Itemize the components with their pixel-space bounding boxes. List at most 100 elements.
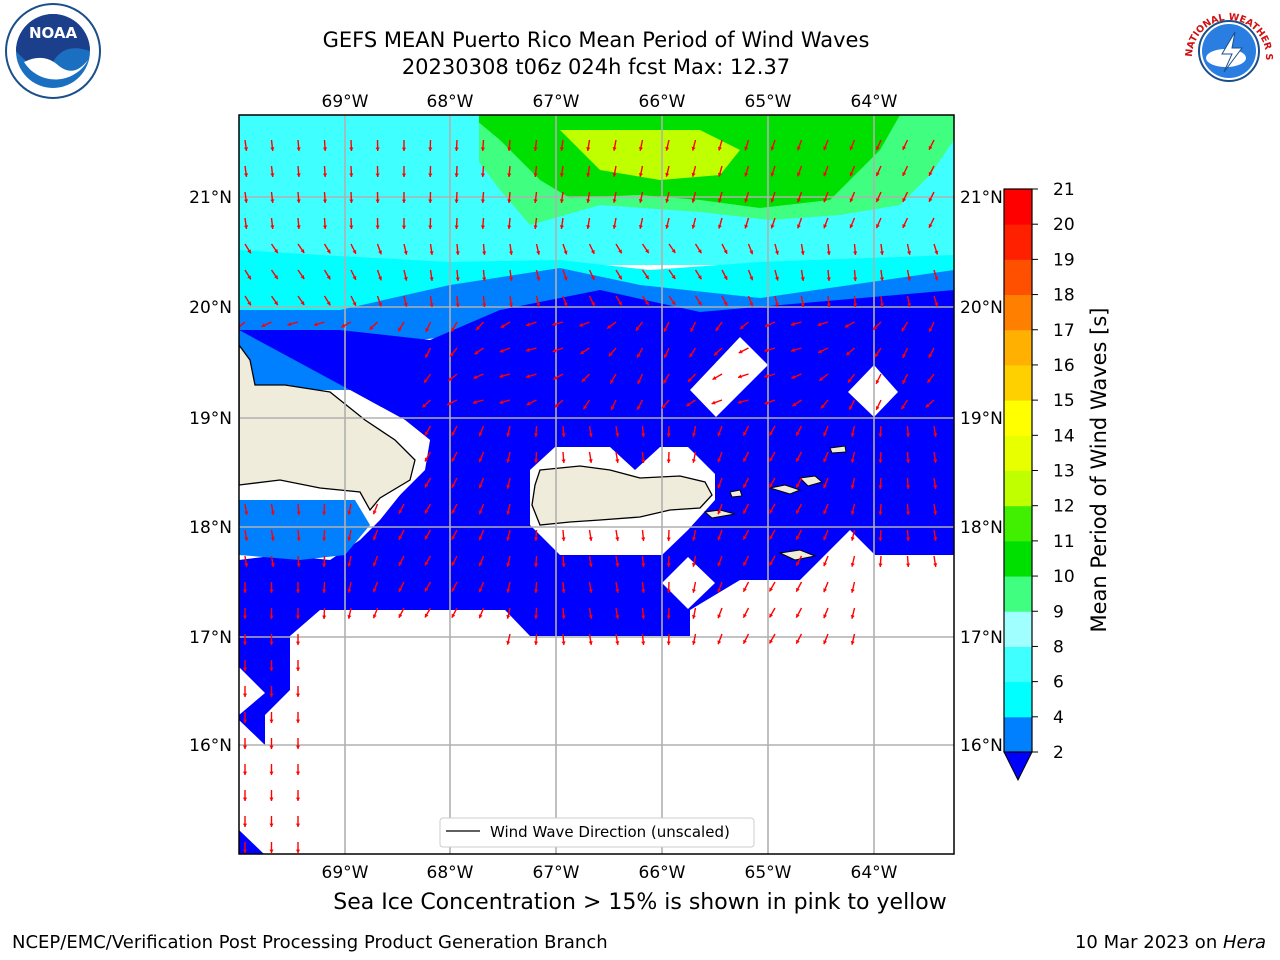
wave-direction-arrowhead bbox=[774, 276, 779, 281]
wave-direction-arrowhead bbox=[428, 225, 433, 229]
wave-direction-arrowhead bbox=[349, 147, 354, 151]
colorbar-tick-label: 21 bbox=[1053, 180, 1075, 200]
wave-direction-arrowhead bbox=[247, 249, 251, 254]
wave-direction-arrowhead bbox=[375, 173, 380, 177]
wave-direction-arrowhead bbox=[641, 459, 646, 463]
wave-direction-arrowhead bbox=[451, 457, 456, 462]
wave-direction-arrowhead bbox=[823, 172, 828, 177]
wave-direction-arrowhead bbox=[774, 250, 779, 255]
wave-direction-arrowhead bbox=[451, 587, 456, 592]
wave-direction-arrowhead bbox=[928, 145, 933, 150]
wave-direction-arrowhead bbox=[902, 171, 907, 176]
wave-direction-arrowhead bbox=[533, 459, 539, 463]
wave-direction-arrowhead bbox=[844, 323, 849, 328]
wave-direction-arrowhead bbox=[717, 510, 722, 515]
wave-direction-arrowhead bbox=[552, 321, 557, 326]
wave-direction-arrowhead bbox=[561, 641, 566, 645]
wave-direction-arrowhead bbox=[717, 172, 722, 177]
wave-direction-arrowhead bbox=[507, 147, 512, 151]
wave-direction-arrowhead bbox=[796, 198, 801, 203]
wave-direction-arrowhead bbox=[615, 459, 620, 463]
wave-direction-arrowhead bbox=[474, 350, 479, 355]
wave-direction-arrowhead bbox=[663, 327, 668, 332]
wave-direction-arrowhead bbox=[478, 614, 483, 619]
wave-direction-arrowhead bbox=[823, 562, 828, 567]
wave-direction-arrowhead bbox=[269, 719, 274, 723]
wave-direction-arrowhead bbox=[295, 797, 301, 801]
wave-direction-arrowhead bbox=[796, 561, 800, 566]
wave-direction-arrowhead bbox=[586, 199, 591, 203]
colorbar-tick-label: 13 bbox=[1053, 462, 1075, 482]
wave-direction-arrowhead bbox=[744, 172, 749, 177]
wave-direction-arrowhead bbox=[927, 378, 932, 383]
wave-direction-arrowhead bbox=[715, 327, 720, 332]
wave-direction-arrowhead bbox=[590, 275, 595, 280]
wave-direction-arrowhead bbox=[717, 640, 722, 645]
wave-direction-arrowhead bbox=[588, 433, 593, 437]
colorbar-tick-label: 14 bbox=[1053, 426, 1075, 446]
wave-direction-arrowhead bbox=[269, 797, 274, 801]
wave-direction-arrowhead bbox=[928, 171, 933, 176]
wave-direction-arrowhead bbox=[744, 198, 749, 203]
wave-direction-arrowhead bbox=[398, 535, 403, 540]
wave-direction-arrowhead bbox=[476, 326, 480, 331]
wave-direction-arrowhead bbox=[424, 378, 428, 383]
wave-direction-arrowhead bbox=[478, 588, 483, 593]
wave-direction-arrowhead bbox=[928, 197, 933, 202]
wave-direction-arrowhead bbox=[691, 198, 696, 203]
footer-date-text: 10 Mar 2023 on bbox=[1074, 932, 1223, 953]
wave-direction-arrowhead bbox=[691, 641, 696, 645]
wave-direction-arrowhead bbox=[612, 199, 617, 203]
wave-direction-arrowhead bbox=[403, 250, 408, 255]
colorbar-segment bbox=[1004, 329, 1032, 366]
wave-direction-arrowhead bbox=[506, 484, 511, 489]
wave-direction-arrowhead bbox=[645, 275, 649, 280]
wave-direction-arrowhead bbox=[295, 615, 301, 619]
wave-direction-arrowhead bbox=[586, 173, 591, 177]
wave-direction-arrowhead bbox=[424, 535, 429, 540]
wind-wave-vectors bbox=[239, 139, 939, 853]
land-hispaniola bbox=[239, 343, 416, 512]
land-puerto-rico bbox=[531, 465, 713, 526]
map-subtitle: 20230308 t06z 024h fcst Max: 12.37 bbox=[401, 55, 791, 79]
lon-tick-label: 67°W bbox=[533, 92, 580, 112]
wave-direction-arrowhead bbox=[588, 641, 593, 645]
wave-direction-arrowhead bbox=[243, 225, 249, 229]
wave-period-band-lt2-coast bbox=[239, 500, 370, 560]
wave-direction-arrowhead bbox=[671, 249, 676, 254]
wave-direction-arrowhead bbox=[586, 147, 591, 151]
no-data-area bbox=[690, 337, 768, 417]
wave-direction-arrowhead bbox=[533, 147, 538, 151]
wave-direction-arrowhead bbox=[451, 561, 456, 566]
wave-direction-arrowhead bbox=[242, 641, 248, 645]
wave-direction-arrowhead bbox=[478, 458, 483, 463]
colorbar-segment bbox=[1004, 294, 1032, 331]
wave-direction-arrowhead bbox=[451, 327, 456, 332]
wave-direction-arrowhead bbox=[823, 510, 828, 515]
wave-direction-arrowhead bbox=[347, 588, 352, 593]
wave-direction-arrowhead bbox=[717, 458, 722, 463]
wave-direction-arrowhead bbox=[448, 377, 453, 381]
wave-direction-arrowhead bbox=[296, 563, 301, 567]
wave-direction-arrowhead bbox=[499, 374, 504, 379]
wave-direction-arrowhead bbox=[723, 301, 728, 306]
wave-direction-arrowhead bbox=[823, 198, 828, 203]
wave-direction-arrowhead bbox=[743, 561, 747, 566]
wave-direction-arrowhead bbox=[559, 173, 564, 177]
wave-direction-arrowhead bbox=[507, 173, 512, 177]
wave-direction-arrowhead bbox=[906, 485, 911, 489]
wave-direction-arrowhead bbox=[850, 432, 855, 437]
wave-direction-arrowhead bbox=[295, 667, 301, 671]
wave-direction-arrowhead bbox=[663, 379, 668, 384]
wave-direction-arrowhead bbox=[424, 431, 429, 436]
wave-direction-arrowhead bbox=[796, 535, 800, 540]
wave-direction-arrowhead bbox=[764, 374, 769, 378]
lat-tick-label: 19°N bbox=[960, 409, 1003, 429]
wave-direction-arrowhead bbox=[637, 405, 641, 410]
wave-direction-arrowhead bbox=[717, 224, 722, 229]
wave-direction-arrowhead bbox=[849, 405, 853, 410]
wave-direction-arrowhead bbox=[638, 198, 643, 203]
wave-direction-arrowhead bbox=[563, 250, 568, 255]
colorbar-tick-label: 9 bbox=[1053, 602, 1064, 622]
wave-direction-arrowhead bbox=[717, 198, 722, 203]
